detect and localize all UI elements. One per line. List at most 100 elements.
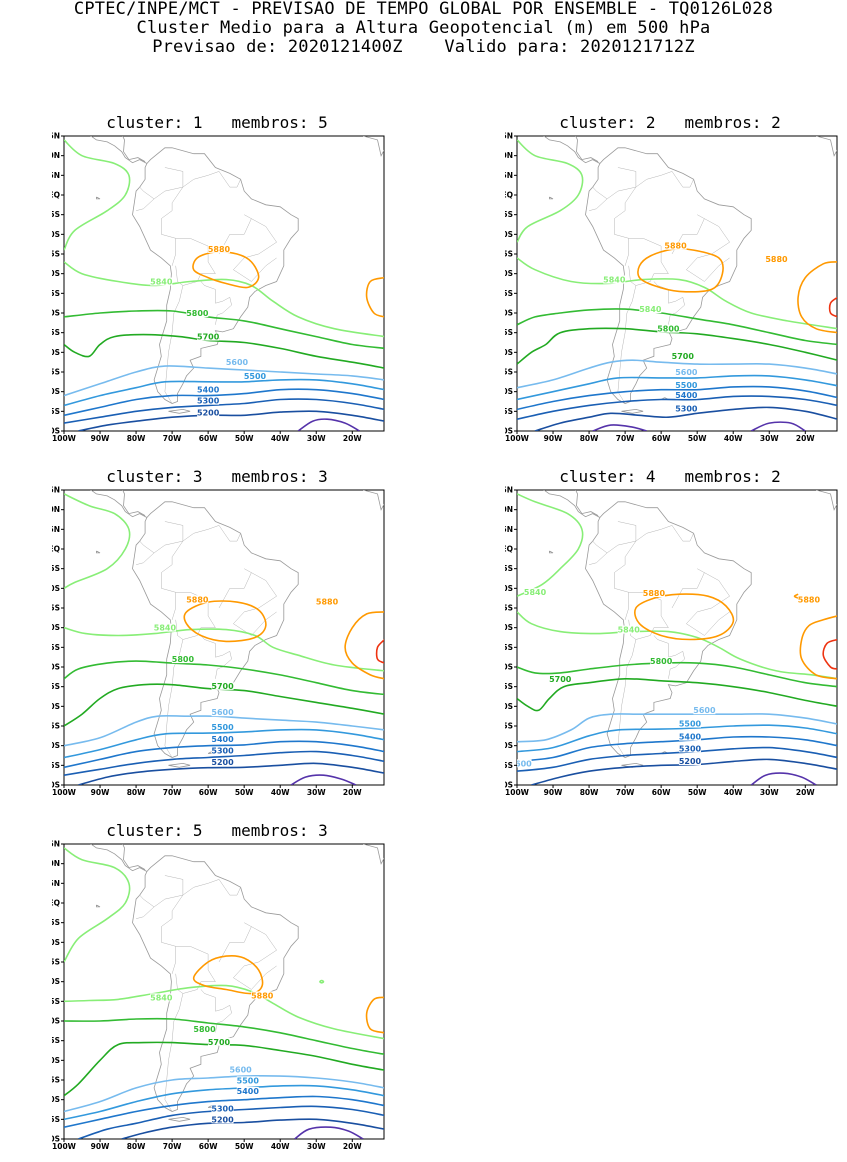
panel-title: cluster: 2 membros: 2 xyxy=(559,113,781,132)
contour-5600 xyxy=(517,713,837,743)
country-border xyxy=(592,540,608,554)
contour-label-bg xyxy=(251,991,274,1000)
lon-tick-label: 40W xyxy=(271,434,290,443)
lat-tick-label: 15S xyxy=(52,250,60,259)
contour-label: 5880 xyxy=(798,595,821,604)
country-border xyxy=(661,171,694,188)
country-border xyxy=(208,525,241,542)
lon-tick-label: 60W xyxy=(652,434,671,443)
africa-coastline xyxy=(362,490,384,511)
lon-tick-label: 60W xyxy=(199,434,218,443)
contour-label: 5600 xyxy=(229,1065,252,1074)
lat-tick-label: 50S xyxy=(505,741,513,750)
country-border xyxy=(139,540,155,554)
lat-tick-label: 40S xyxy=(505,702,513,711)
contour-5600 xyxy=(64,714,384,747)
country-border xyxy=(139,894,155,908)
lat-tick-label: 15N xyxy=(52,486,60,495)
lon-tick-label: 100W xyxy=(52,1142,77,1151)
contour-5200 xyxy=(531,758,837,785)
lat-tick-label: EQ xyxy=(52,191,60,200)
contour-label-bg xyxy=(207,1037,230,1046)
lon-tick-label: 60W xyxy=(652,788,671,797)
lat-tick-label: 30S xyxy=(52,1017,60,1026)
central-america-coastline xyxy=(90,844,148,872)
country-border xyxy=(233,214,277,282)
contour-label: 5300 xyxy=(675,405,698,414)
contour-5600 xyxy=(517,359,837,389)
lat-tick-label: 5N xyxy=(505,525,513,534)
lat-tick-label: EQ xyxy=(52,899,60,908)
lon-tick-label: 90W xyxy=(544,434,563,443)
contour-label: 5800 xyxy=(172,655,195,664)
contour-5880-closed xyxy=(634,593,735,641)
contour-label-bg xyxy=(211,746,234,755)
contour-label-bg xyxy=(197,385,220,394)
tierra-del-fuego xyxy=(168,409,191,414)
lon-tick-label: 40W xyxy=(724,788,743,797)
header-dates: Previsao de: 2020121400Z Valido para: 20… xyxy=(152,37,695,57)
contour-label: 5400 xyxy=(211,735,234,744)
country-border xyxy=(175,619,216,640)
contour-label-bg xyxy=(675,367,698,376)
lat-tick-label: 20S xyxy=(52,623,60,632)
contour-5880-edge xyxy=(365,276,384,318)
contour-5400 xyxy=(64,1095,384,1128)
country-border xyxy=(614,175,662,266)
contour-label: 5600 xyxy=(226,358,249,367)
lon-tick-label: 100W xyxy=(52,434,77,443)
country-border xyxy=(175,973,216,994)
figure-header: CPTEC/INPE/MCT - PREVISAO DE TEMPO GLOBA… xyxy=(0,0,847,57)
lat-tick-label: 15N xyxy=(52,840,60,849)
contour-5400 xyxy=(517,735,837,763)
country-border xyxy=(175,265,216,286)
contour-label-bg xyxy=(693,706,716,715)
lon-tick-label: 100W xyxy=(505,434,530,443)
contour-label-bg xyxy=(229,1065,252,1074)
contour-5100 xyxy=(297,418,360,431)
lat-tick-label: 10N xyxy=(505,151,513,160)
contour-label: 5400 xyxy=(675,391,698,400)
contour-label-bg xyxy=(657,324,680,333)
lat-tick-label: EQ xyxy=(505,191,513,200)
contour-label-bg xyxy=(675,380,698,389)
cluster-panel-2: cluster: 2 membros: 2 5880 5880 5840 5840 58… xyxy=(505,113,838,454)
central-america-coastline xyxy=(122,844,146,870)
contour-label: 5880 xyxy=(186,595,209,604)
country-border xyxy=(200,281,230,304)
contour-label-bg xyxy=(675,404,698,413)
contour-label: 5500 xyxy=(244,372,267,381)
lat-tick-label: 30S xyxy=(52,309,60,318)
lat-tick-label: 5S xyxy=(505,210,513,219)
panel-title: cluster: 4 membros: 2 xyxy=(559,467,781,486)
contour-label-bg xyxy=(197,396,220,405)
central-america-coastline xyxy=(90,490,148,518)
lat-tick-label: 60S xyxy=(505,781,513,790)
lon-tick-label: 40W xyxy=(724,434,743,443)
contour-label-bg xyxy=(678,732,701,741)
panel-title: cluster: 1 membros: 5 xyxy=(106,113,328,132)
lon-tick-label: 50W xyxy=(235,1142,254,1151)
lat-tick-label: 60S xyxy=(52,1135,60,1144)
contour-5100 xyxy=(294,1126,364,1139)
contour-high-edge xyxy=(828,296,837,318)
contour-label: 5300 xyxy=(679,744,702,753)
contour-label-bg xyxy=(211,734,234,743)
galapagos-islands xyxy=(96,196,101,200)
lat-tick-label: 50S xyxy=(52,1095,60,1104)
lon-tick-label: 60W xyxy=(199,788,218,797)
cluster-panel-4: cluster: 4 membros: 2 5880 5880 5840 5840 58… xyxy=(505,467,838,808)
geopotential-map: 5880 5840 5800 5700 5600 5500 5400 5300 5200 15N 1… xyxy=(52,132,385,443)
contour-label: 5500 xyxy=(237,1076,260,1085)
lat-tick-label: EQ xyxy=(52,545,60,554)
lat-tick-label: 50S xyxy=(505,387,513,396)
contour-5500 xyxy=(64,378,384,407)
contour-5400 xyxy=(64,740,384,769)
contour-5880-edge xyxy=(344,611,384,680)
lon-tick-label: 70W xyxy=(616,434,635,443)
contour-label-bg xyxy=(664,241,687,250)
contour-label-bg xyxy=(678,744,701,753)
